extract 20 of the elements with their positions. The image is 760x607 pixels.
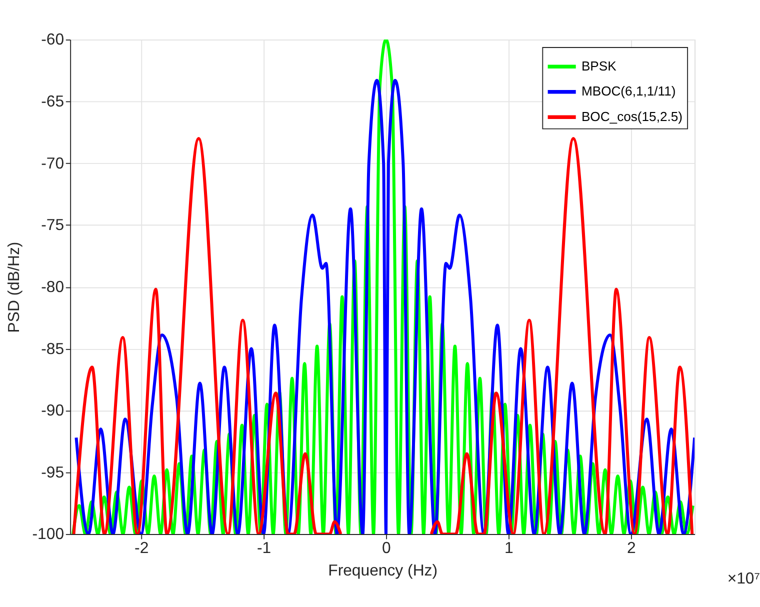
- y-tick-label: -65: [41, 94, 64, 110]
- x-axis-title: Frequency (Hz): [328, 562, 438, 580]
- y-tick-label: -80: [41, 278, 64, 296]
- legend-label: BPSK: [581, 58, 617, 74]
- x-tick-label: 2: [626, 540, 636, 558]
- y-tick-label: -70: [41, 155, 64, 172]
- y-tick-label: -75: [41, 217, 64, 234]
- x-tick-label: 0: [382, 540, 392, 558]
- y-tick-label: -90: [41, 402, 64, 420]
- y-tick-label: -95: [41, 464, 64, 482]
- legend-label: BOC_cos(15,2.5): [581, 108, 682, 124]
- x-tick-label: 1: [504, 540, 514, 558]
- y-tick-label: -100: [32, 526, 64, 544]
- text: ×10⁷: [727, 570, 760, 588]
- y-tick-label: -85: [41, 340, 64, 358]
- y-axis-title: PSD (dB/Hz): [6, 242, 24, 333]
- x-tick-label: -2: [134, 540, 149, 558]
- legend-label: MBOC(6,1,1/11): [581, 84, 676, 99]
- x-tick-label: -1: [256, 540, 272, 558]
- y-tick-label: -60: [41, 32, 64, 49]
